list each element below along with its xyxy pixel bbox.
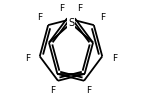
Text: S: S: [68, 18, 74, 28]
Text: F: F: [59, 4, 65, 13]
Text: F: F: [25, 54, 30, 63]
Text: F: F: [100, 13, 105, 22]
Text: F: F: [77, 4, 83, 13]
Text: F: F: [87, 86, 92, 95]
Text: F: F: [112, 54, 117, 63]
Text: F: F: [50, 86, 55, 95]
Text: F: F: [37, 13, 42, 22]
